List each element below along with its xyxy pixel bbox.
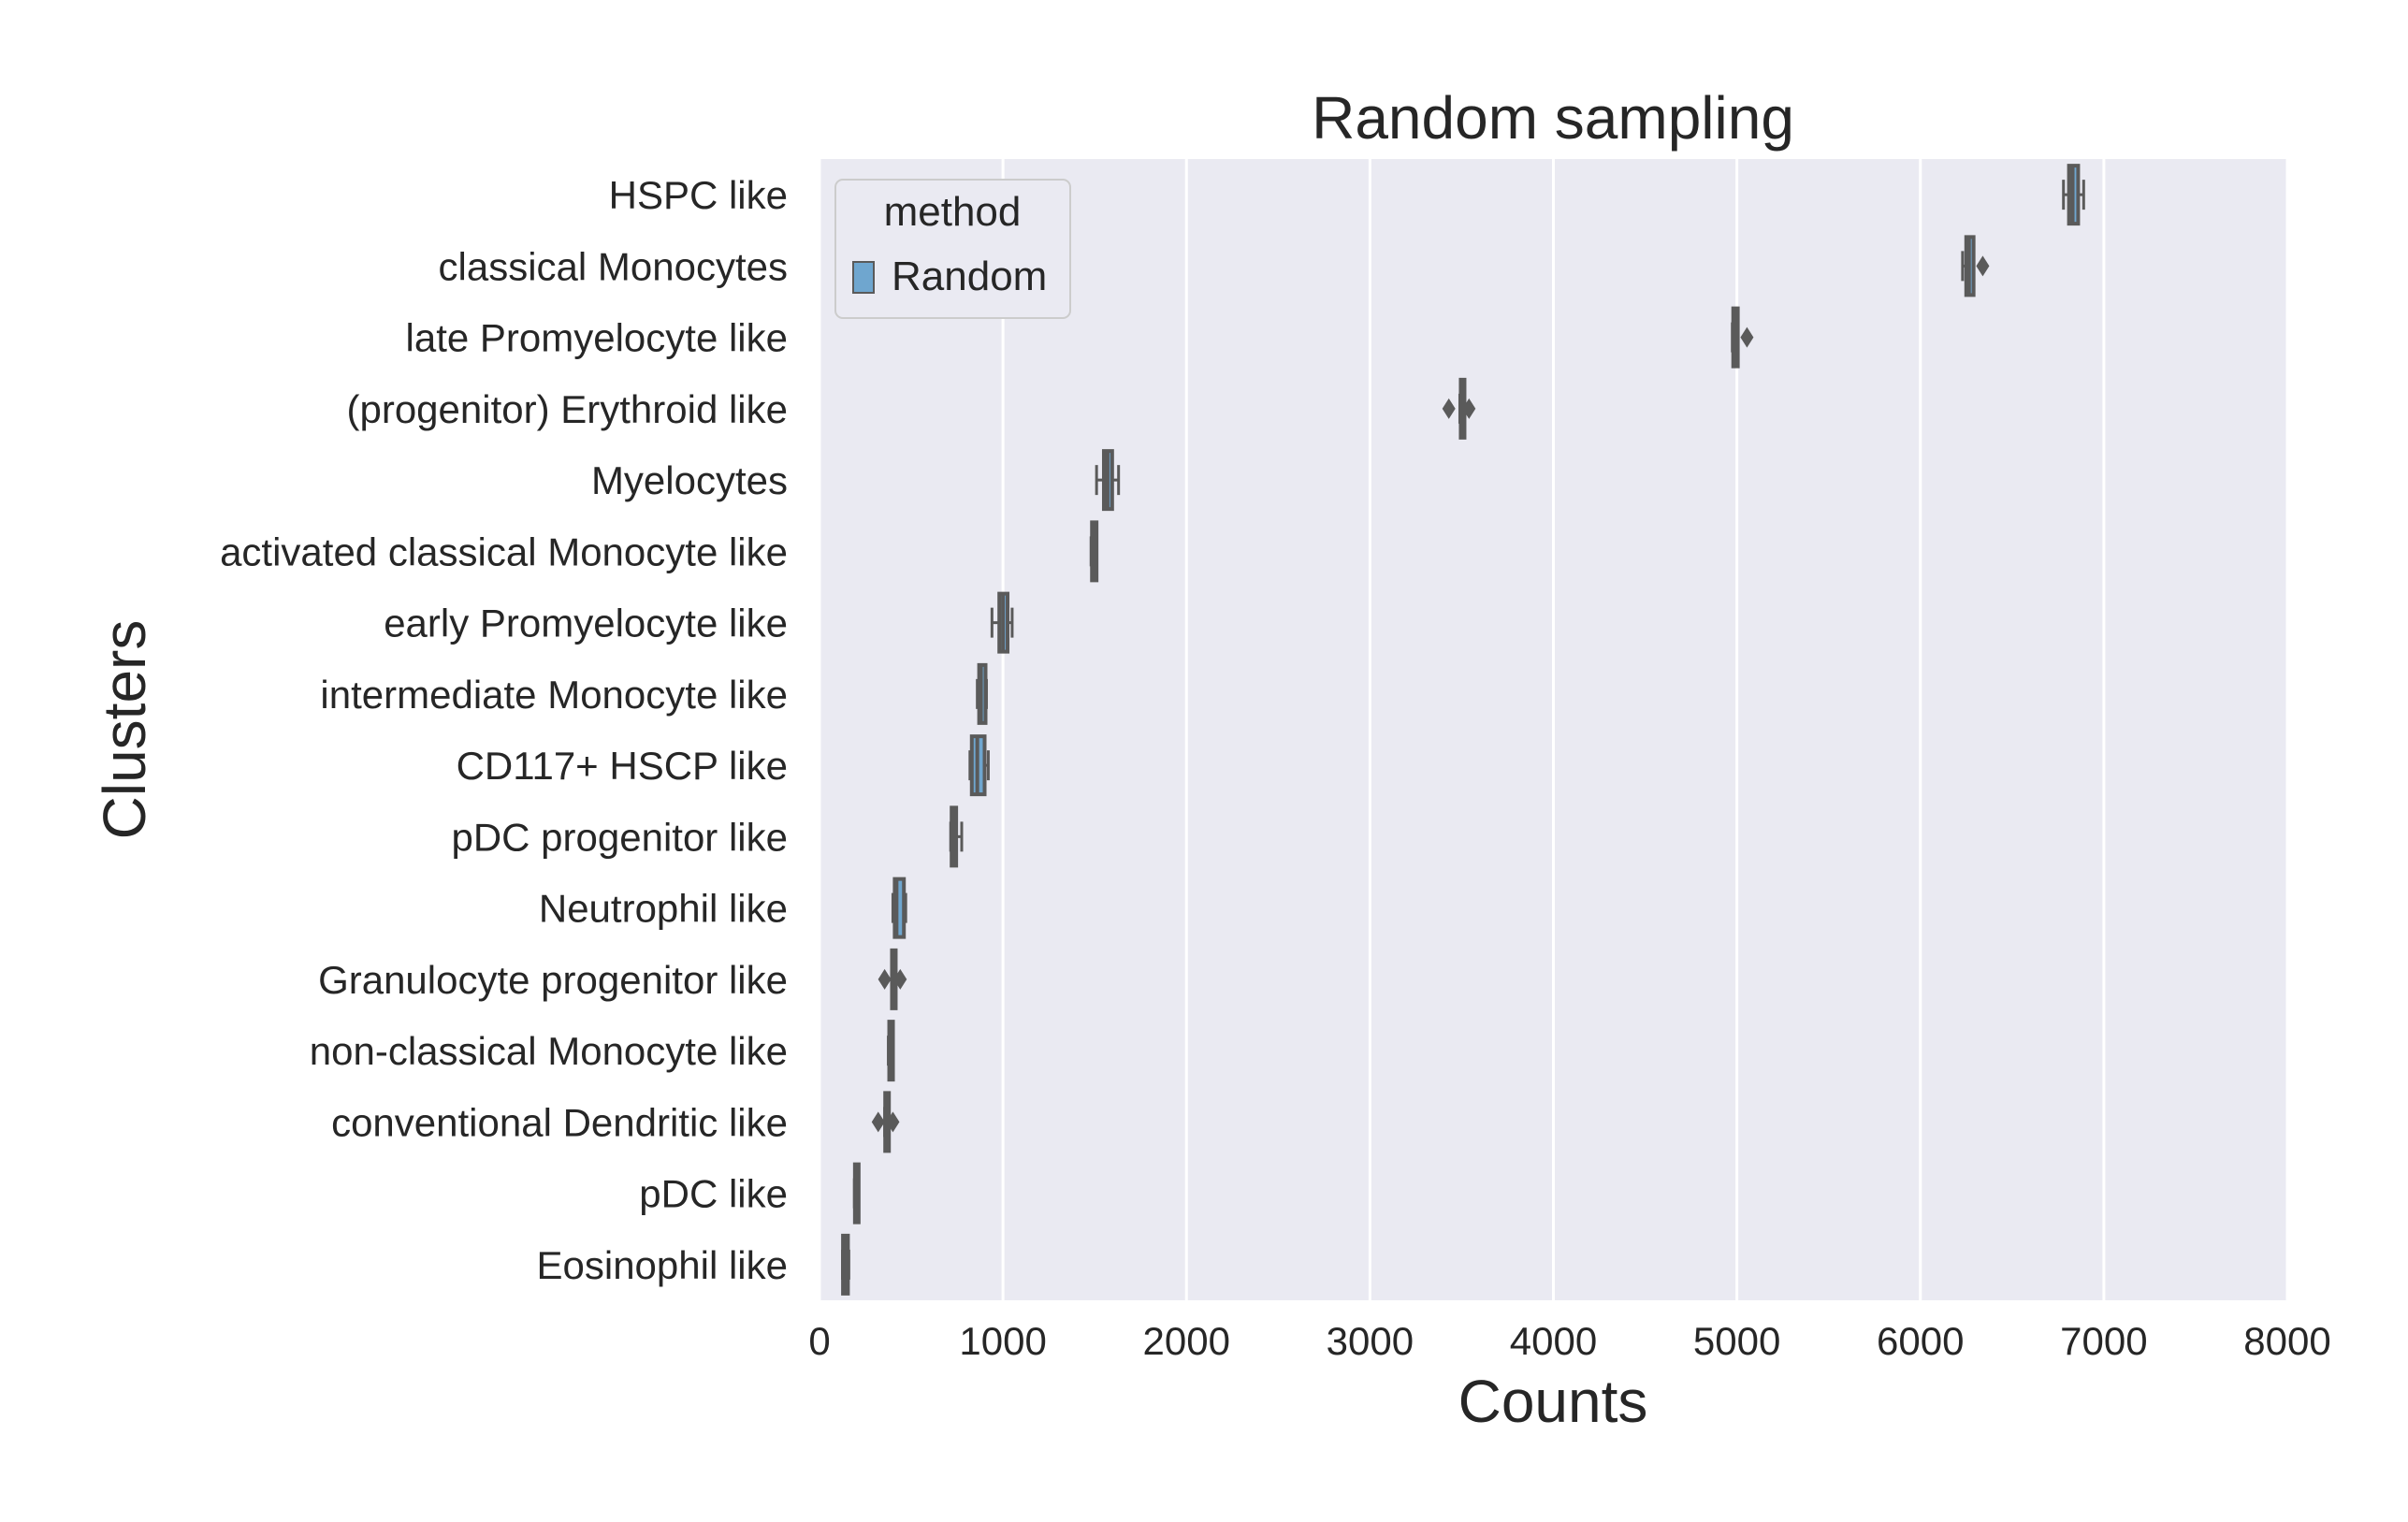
- outlier-point: [1442, 398, 1456, 419]
- outlier-point: [893, 968, 907, 990]
- outlier-point: [871, 1111, 885, 1133]
- y-tick-label: pDC like: [639, 1172, 788, 1216]
- y-tick-label: pDC progenitor like: [451, 815, 788, 859]
- box-group: [871, 1091, 900, 1153]
- y-tick-label: Myelocytes: [591, 458, 788, 502]
- y-tick-labels: HSPC like classical Monocytes late Promyel…: [220, 173, 788, 1287]
- x-tick-labels: 0 1000 2000 3000 4000 5000 6000 7000 8000: [808, 1319, 2330, 1363]
- y-tick-label: Neutrophil like: [539, 887, 788, 931]
- outlier-point: [878, 968, 892, 990]
- x-tick-label: 3000: [1327, 1319, 1414, 1363]
- y-tick-label: Granulocyte progenitor like: [318, 958, 788, 1002]
- box-layer: [841, 164, 2085, 1296]
- x-axis-label: Counts: [1458, 1368, 1648, 1435]
- y-tick-label: HSPC like: [609, 173, 788, 217]
- chart-title: Random sampling: [1312, 84, 1794, 152]
- x-tick-label: 0: [808, 1319, 830, 1363]
- box-group: [2062, 164, 2085, 226]
- y-tick-label: conventional Dendritic like: [331, 1100, 788, 1144]
- box-group: [852, 1162, 861, 1225]
- y-tick-label: early Promyelocyte like: [384, 602, 788, 645]
- y-tick-label: intermediate Monocyte like: [320, 673, 788, 717]
- x-tick-label: 1000: [959, 1319, 1046, 1363]
- box-group: [841, 1233, 850, 1296]
- box-group: [1961, 235, 1990, 297]
- box-group: [1442, 377, 1476, 440]
- grid-lines: [818, 159, 2289, 1300]
- box-group: [887, 1020, 895, 1082]
- legend-title: method: [884, 189, 1022, 235]
- y-tick-label: (progenitor) Erythroid like: [346, 387, 788, 431]
- y-tick-label: non-classical Monocyte like: [310, 1029, 788, 1073]
- outlier-point: [1976, 255, 1990, 277]
- x-tick-label: 7000: [2060, 1319, 2147, 1363]
- x-tick-label: 2000: [1143, 1319, 1230, 1363]
- box-group: [990, 591, 1014, 654]
- outlier-point: [1740, 326, 1754, 348]
- x-tick-label: 5000: [1693, 1319, 1780, 1363]
- x-tick-label: 4000: [1510, 1319, 1597, 1363]
- x-tick-label: 8000: [2243, 1319, 2330, 1363]
- legend-label-random: Random: [892, 254, 1047, 299]
- box-group: [891, 877, 907, 939]
- legend-frame: [834, 179, 1071, 319]
- box-group: [976, 662, 988, 725]
- box-group: [1731, 306, 1754, 369]
- box-group: [1095, 449, 1121, 512]
- box-group: [968, 734, 990, 797]
- y-axis-label: Clusters: [91, 620, 158, 840]
- box-group: [949, 805, 964, 868]
- outlier-point: [886, 1111, 900, 1133]
- y-tick-label: classical Monocytes: [439, 244, 788, 288]
- y-tick-label: CD117+ HSCP like: [457, 744, 788, 788]
- legend-swatch-random: [852, 261, 875, 294]
- legend: method Random: [834, 179, 1071, 319]
- outlier-point: [1462, 398, 1476, 419]
- y-tick-label: Eosinophil like: [537, 1243, 789, 1287]
- box-group: [1089, 520, 1099, 583]
- y-tick-label: late Promyelocyte like: [406, 316, 789, 360]
- x-tick-label: 6000: [1877, 1319, 1964, 1363]
- y-tick-label: activated classical Monocyte like: [220, 529, 788, 573]
- box-group: [878, 948, 907, 1010]
